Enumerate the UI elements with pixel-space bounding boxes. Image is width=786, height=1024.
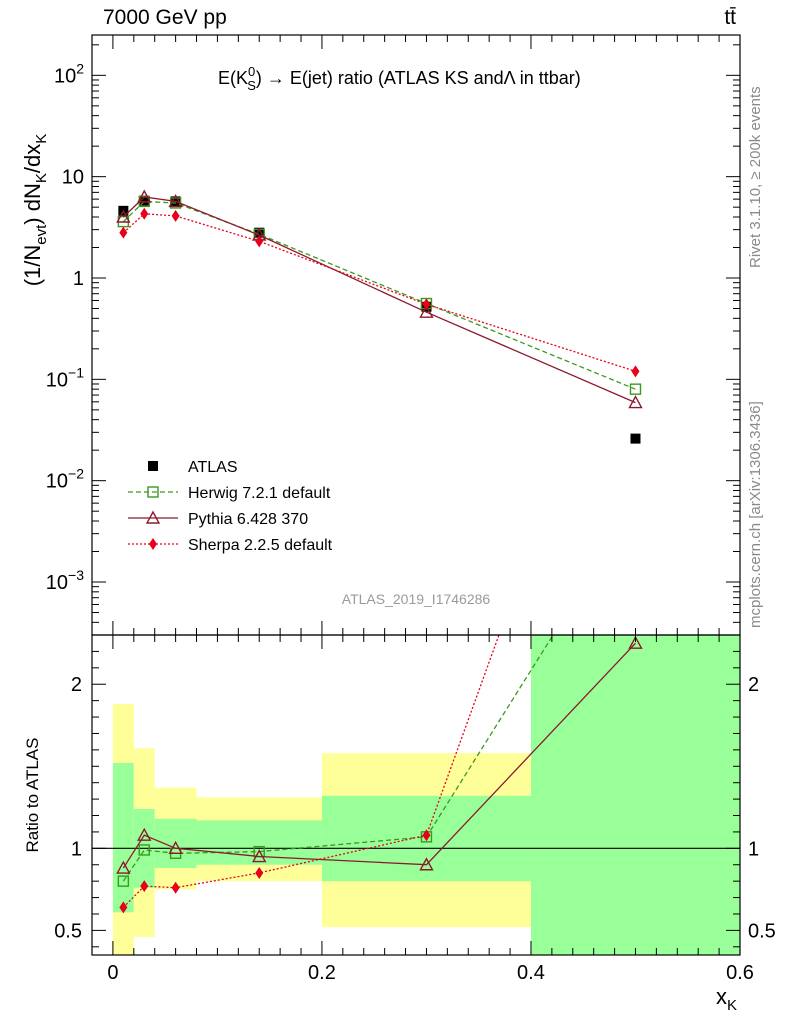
main-series-3-line xyxy=(122,213,636,372)
ratio-series-1-point-2 xyxy=(168,840,183,855)
ratio-ytick-label-right: 1 xyxy=(748,838,759,860)
xtick-label: 0.2 xyxy=(308,962,336,984)
ratio-ylabel: Ratio to ATLAS xyxy=(23,738,42,853)
ratio-ytick-label: 1 xyxy=(71,838,82,860)
legend-label-0: ATLAS xyxy=(188,459,238,476)
xlabel: xK xyxy=(716,984,737,1014)
ratio-series-2-point-4 xyxy=(422,829,431,842)
axis-ticks xyxy=(92,35,741,955)
ratio-series-0-line xyxy=(122,635,554,882)
header-process-label: 7000 GeV pp xyxy=(103,6,227,29)
ratio-series-2-point-0 xyxy=(119,901,128,914)
ratio-series-group xyxy=(116,252,643,914)
ratio-series-1-point-5 xyxy=(628,635,643,649)
ratio-ytick-label-right: 2 xyxy=(748,674,759,696)
legend-marker-1 xyxy=(147,486,159,498)
green-band-5 xyxy=(530,635,740,955)
main-series-3-point-2 xyxy=(171,209,180,222)
ratio-series-2-point-5 xyxy=(631,252,639,264)
main-series-3-point-4 xyxy=(422,298,431,311)
analysis-watermark: ATLAS_2019_I1746286 xyxy=(342,591,491,607)
main-ylabel: (1/Nevt) dNK/dxK xyxy=(20,134,50,287)
main-series-2-line xyxy=(122,196,636,404)
ratio-series-1-point-4 xyxy=(419,857,434,871)
ratio-series-0-point-0 xyxy=(117,875,130,887)
ratio-series-2-point-2 xyxy=(171,881,180,894)
main-series-0-point-5 xyxy=(630,433,641,444)
main-series-1-line xyxy=(122,200,636,390)
xtick-label: 0.4 xyxy=(517,962,545,984)
ratio-ytick-label: 0.5 xyxy=(54,920,82,942)
ratio-plot-frame xyxy=(91,634,741,956)
plot-frames xyxy=(91,34,741,956)
ratio-series-1-point-1 xyxy=(137,827,152,841)
legend-marker-0 xyxy=(148,461,158,471)
axis-labels: 10−3 10−2 10−1 1 10 102 0 0.2 0.4 0.6 0.5 0.5 1 1 2 2 (1… xyxy=(20,60,776,1014)
main-ytick-label: 10 xyxy=(62,167,84,189)
ratio-series-1-point-0 xyxy=(116,860,131,874)
legend-marker-2 xyxy=(145,510,161,524)
ratio-series-2-point-1 xyxy=(140,880,149,893)
main-ytick-label: 102 xyxy=(54,60,84,87)
legend-label-2: Pythia 6.428 370 xyxy=(188,511,308,528)
green-band-3 xyxy=(196,820,322,865)
main-series-2-point-5 xyxy=(628,395,643,409)
legend-label-3: Sherpa 2.2.5 default xyxy=(188,537,333,554)
xtick-label: 0.6 xyxy=(726,962,754,984)
header-final-state-label: tt̄ xyxy=(724,6,736,29)
ratio-series-1-point-3 xyxy=(252,849,267,863)
main-series-2-point-0 xyxy=(116,209,131,223)
plot-title: E(K0 S) → E(jet) ratio (ATLAS KS andΛ in … xyxy=(218,64,581,93)
main-series-2-point-2 xyxy=(168,193,183,208)
main-series-3-point-1 xyxy=(140,207,149,220)
main-series-0-point-1 xyxy=(139,195,150,206)
main-series-3-point-5 xyxy=(631,365,640,378)
ratio-series-0-point-5 xyxy=(630,499,640,509)
main-ytick-label: 10−3 xyxy=(46,567,84,594)
ratio-ytick-label: 2 xyxy=(71,674,82,696)
ratio-series-2-point-3 xyxy=(255,866,264,879)
ratio-ytick-label-right: 0.5 xyxy=(748,920,776,942)
main-series-2-point-1 xyxy=(137,189,152,203)
main-ytick-label: 1 xyxy=(73,268,84,290)
main-ytick-label: 10−1 xyxy=(46,364,84,391)
green-band-0 xyxy=(112,763,134,913)
xtick-label: 0 xyxy=(107,962,118,984)
main-series-group xyxy=(116,189,643,444)
main-series-0-point-3 xyxy=(254,227,265,238)
legend: ATLAS Herwig 7.2.1 default Pythia 6.428 37… xyxy=(128,459,333,554)
main-series-2-point-4 xyxy=(419,304,434,318)
ratio-uncertainty-bands xyxy=(92,635,740,955)
ratio-series-2-line xyxy=(122,635,500,908)
ratio-series-0-point-1 xyxy=(138,844,150,856)
main-series-3-point-3 xyxy=(255,235,264,248)
main-series-3-point-0 xyxy=(119,226,128,239)
main-series-1-point-5 xyxy=(629,383,642,395)
legend-label-1: Herwig 7.2.1 default xyxy=(188,485,331,502)
main-ytick-label: 10−2 xyxy=(46,466,84,493)
legend-marker-3 xyxy=(149,538,157,550)
